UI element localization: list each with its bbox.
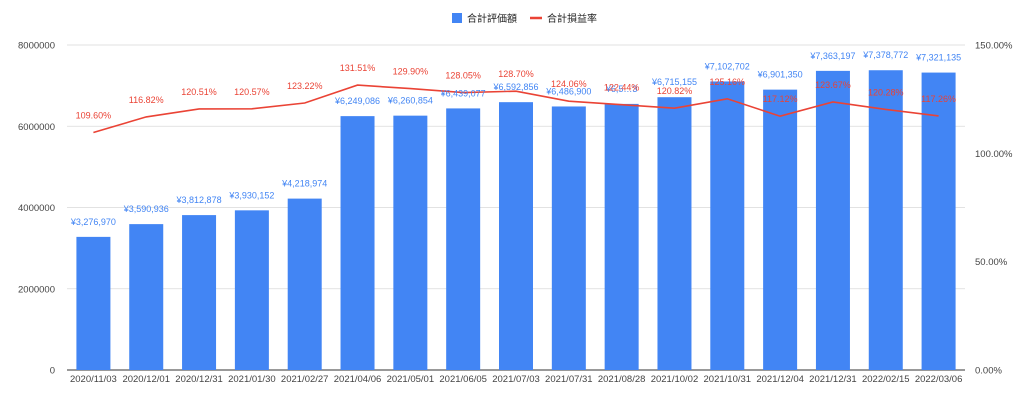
- x-tick-label: 2021/02/27: [281, 374, 329, 385]
- bar: [393, 115, 428, 371]
- x-axis: 2020/11/03 2020/12/01 2020/12/31 2021/01/30…: [70, 374, 962, 385]
- bar: [551, 106, 586, 370]
- bar: [287, 198, 322, 370]
- bar-value-label: ¥4,218,974: [281, 179, 327, 189]
- line-value-label: 116.82%: [129, 95, 164, 105]
- x-tick-label: 2021/01/30: [228, 374, 276, 385]
- legend-label: 合計損益率: [547, 12, 597, 25]
- line-value-label: 117.26%: [921, 94, 956, 104]
- bar-value-label: ¥6,5…3: [605, 84, 638, 94]
- bar: [76, 236, 111, 370]
- bar: [446, 108, 481, 370]
- line-value-label: 129.90%: [393, 67, 429, 77]
- bar: [763, 89, 798, 370]
- y-left-tick-label: 6000000: [18, 122, 55, 133]
- bar-value-label: ¥6,901,350: [757, 70, 803, 80]
- x-tick-label: 2021/10/31: [704, 374, 752, 385]
- bar-value-label: ¥3,812,878: [176, 195, 222, 205]
- bar: [657, 97, 692, 370]
- x-tick-label: 2020/11/03: [70, 374, 117, 385]
- bar-value-label: ¥7,321,135: [915, 53, 961, 63]
- legend: 合計評価額 合計損益率: [452, 12, 597, 25]
- legend-swatch-bar: [452, 13, 462, 23]
- line-value-label: 128.05%: [445, 71, 481, 81]
- line-value-label: 123.22%: [287, 81, 323, 91]
- y-left-tick-label: 0: [50, 366, 55, 377]
- y-left-tick-label: 2000000: [18, 284, 55, 295]
- bar: [710, 81, 745, 370]
- line-path: [93, 84, 939, 134]
- bar: [234, 210, 269, 370]
- x-tick-label: 2022/02/15: [862, 374, 910, 385]
- line-value-label: 120.28%: [868, 87, 904, 97]
- line-series: [93, 84, 939, 134]
- bar-value-label: ¥6,249,086: [334, 96, 380, 106]
- x-tick-label: 2021/06/05: [439, 374, 487, 385]
- legend-label: 合計評価額: [467, 12, 517, 25]
- bar-value-label: ¥6,439,077: [440, 88, 486, 98]
- x-tick-label: 2021/12/04: [756, 374, 804, 385]
- x-tick-label: 2021/05/01: [387, 374, 435, 385]
- left-axis: 0 2000000 4000000 6000000 8000000: [18, 41, 55, 377]
- bar-value-label: ¥3,276,970: [70, 217, 116, 227]
- x-tick-label: 2020/12/31: [175, 374, 223, 385]
- line-value-label: 120.51%: [181, 87, 217, 97]
- bar-value-label: ¥3,930,152: [228, 190, 274, 200]
- bar: [921, 72, 956, 370]
- bar-series: [76, 70, 956, 371]
- bar: [604, 103, 639, 370]
- line-value-label: 117.12%: [763, 94, 798, 104]
- bar: [868, 70, 903, 370]
- bar-value-label: ¥6,592,856: [492, 82, 538, 92]
- line-value-label: 123.67%: [815, 80, 851, 90]
- line-value-label: 124.06%: [551, 79, 587, 89]
- y-left-tick-label: 8000000: [18, 41, 55, 52]
- bar: [129, 224, 164, 370]
- bar-value-label: ¥6,715,155: [651, 77, 697, 87]
- y-right-tick-label: 0.00%: [975, 366, 1002, 377]
- bar: [182, 215, 217, 370]
- x-tick-label: 2021/08/28: [598, 374, 646, 385]
- y-left-tick-label: 4000000: [18, 203, 55, 214]
- bar-value-label: ¥6,486,900: [545, 86, 591, 96]
- x-tick-label: 2020/12/01: [122, 374, 170, 385]
- bar-data-labels: ¥3,276,970 ¥3,590,936 ¥3,812,878 ¥3,930,152…: [70, 50, 961, 227]
- line-value-label: 128.70%: [498, 69, 534, 79]
- line-data-labels: 109.60% 116.82% 120.51% 120.57% 123.22% 131.5…: [76, 63, 956, 120]
- line-value-label: 109.60%: [76, 111, 112, 121]
- x-tick-label: 2022/03/06: [915, 374, 963, 385]
- line-value-label: 120.82%: [657, 86, 693, 96]
- line-value-label: 125.16%: [710, 77, 746, 87]
- bar-value-label: ¥3,590,936: [123, 204, 169, 214]
- line-value-label: 120.57%: [234, 87, 270, 97]
- bar-value-label: ¥7,363,197: [809, 51, 855, 61]
- x-tick-label: 2021/10/02: [651, 374, 699, 385]
- y-right-tick-label: 150.00%: [975, 41, 1013, 52]
- x-tick-label: 2021/07/03: [492, 374, 540, 385]
- right-axis: 0.00% 50.00% 100.00% 150.00%: [975, 41, 1013, 377]
- bar-value-label: ¥7,378,772: [862, 50, 908, 60]
- bar: [499, 102, 533, 370]
- y-right-tick-label: 100.00%: [975, 149, 1013, 160]
- x-tick-label: 2021/04/06: [334, 374, 382, 385]
- bar: [340, 116, 375, 370]
- x-tick-label: 2021/12/31: [809, 374, 857, 385]
- x-tick-label: 2021/07/31: [545, 374, 593, 385]
- line-value-label: 122.44%: [604, 83, 640, 93]
- y-right-tick-label: 50.00%: [975, 257, 1008, 268]
- bar: [815, 70, 850, 371]
- bar-value-label: ¥7,102,702: [704, 61, 750, 71]
- bar-value-label: ¥6,260,854: [387, 96, 433, 106]
- line-value-label: 131.51%: [340, 63, 376, 73]
